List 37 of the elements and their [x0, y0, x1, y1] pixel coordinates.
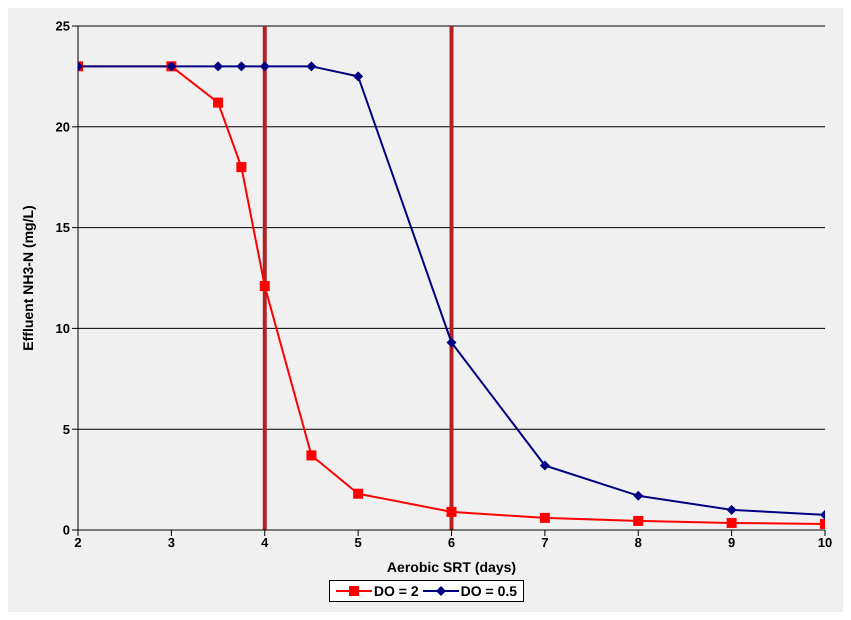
x-tick-label: 4: [261, 535, 270, 550]
x-tick-label: 3: [168, 535, 175, 550]
x-tick-label: 2: [74, 535, 82, 550]
point: [260, 281, 270, 292]
point: [213, 61, 224, 72]
y-tick-label: 5: [62, 422, 70, 437]
point: [306, 450, 316, 460]
point: [726, 518, 737, 528]
point: [353, 71, 364, 82]
point: [213, 98, 224, 108]
y-tick-label: 0: [62, 522, 70, 538]
x-tick-label: 7: [541, 535, 548, 550]
point: [726, 504, 737, 515]
legend-label: DO = 2: [374, 583, 419, 599]
point: [236, 162, 246, 172]
point: [633, 490, 644, 501]
legend-label: DO = 0.5: [460, 583, 518, 599]
point: [236, 61, 246, 72]
x-tick-label: 6: [448, 535, 456, 550]
point: [540, 512, 550, 523]
point: [306, 61, 316, 72]
x-axis-title: Aerobic SRT (days): [386, 559, 516, 575]
y-tick-label: 15: [56, 220, 70, 236]
y-tick-label: 20: [56, 119, 70, 134]
point: [353, 488, 364, 499]
y-tick-label: 25: [56, 18, 70, 34]
point: [446, 338, 456, 348]
point: [633, 516, 644, 526]
x-tick-label: 9: [728, 535, 736, 550]
x-tick-label: 10: [818, 535, 832, 550]
point: [446, 506, 456, 517]
x-tick-label: 5: [354, 535, 362, 550]
y-axis-title: Effluent NH3-N (mg/L): [20, 205, 36, 351]
point: [260, 61, 270, 72]
y-tick-label: 10: [56, 321, 70, 336]
x-tick-label: 8: [634, 535, 642, 550]
point: [540, 460, 550, 470]
